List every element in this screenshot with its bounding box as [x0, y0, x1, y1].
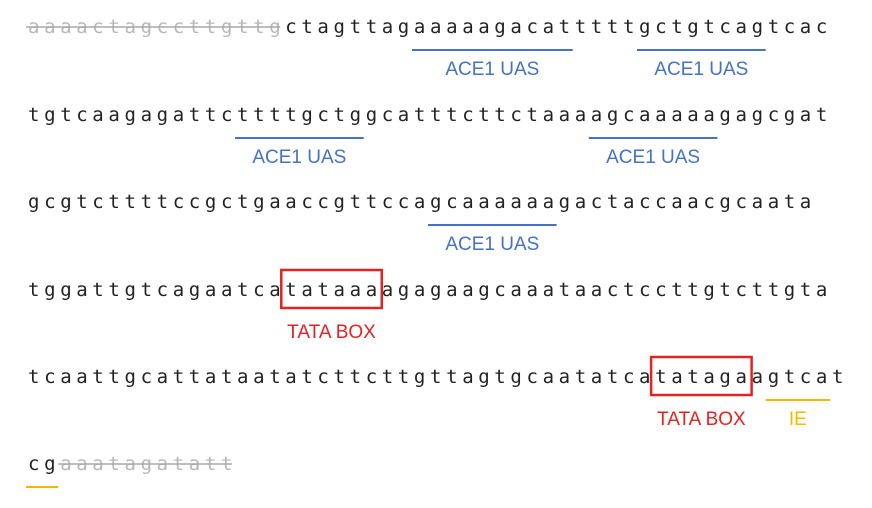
- sequence-row-3: gcgtcttttccgctgaaccgttccagcaaaaaagactacc…: [28, 191, 811, 255]
- uas-label: ACE1 UAS: [654, 59, 748, 80]
- uas-feature: ACE1 UAS: [235, 137, 364, 168]
- sequence-segment: tgtcaagagattcttttgctggcatttcttctaaaagcaa…: [28, 104, 827, 126]
- tata-feature: TATA BOX: [649, 355, 753, 430]
- uas-label: ACE1 UAS: [252, 147, 346, 168]
- ie-label: IE: [789, 409, 807, 430]
- sequence-segment: cg: [28, 453, 56, 475]
- uas-feature: ACE1 UAS: [411, 49, 573, 80]
- tata-feature: TATA BOX: [280, 268, 384, 343]
- tata-label: TATA BOX: [657, 409, 746, 430]
- tata-box-outline: [649, 355, 753, 397]
- sequence-segment: gcgtcttttccgctgaaccgttccagcaaaaaagactacc…: [28, 191, 811, 213]
- uas-label: ACE1 UAS: [445, 59, 539, 80]
- sequence-row-5: tcaattgcattataatatcttcttgttagtgcaatatcat…: [28, 355, 843, 430]
- uas-label: ACE1 UAS: [606, 147, 700, 168]
- sequence-segment: tcaattgcattataatatcttcttgttagtgcaatatcat…: [28, 366, 843, 388]
- uas-feature: ACE1 UAS: [588, 137, 718, 168]
- sequence-row-1: aaaactagccttgttg ctagttagaaaaagacatttttgc…: [26, 16, 827, 80]
- tata-box-outline: [280, 268, 384, 310]
- uas-feature: ACE1 UAS: [428, 224, 557, 255]
- sequence-segment: tggattgtcagaatcatataaaagagaagcaaataactcc…: [28, 279, 827, 301]
- ie-feature: IE: [765, 399, 830, 430]
- tata-label: TATA BOX: [287, 322, 376, 343]
- uas-label: ACE1 UAS: [445, 234, 539, 255]
- sequence-segment: ctagttagaaaaagacatttttgctgtcagtcac: [285, 16, 827, 38]
- sequence-row-2: tgtcaagagattcttttgctggcatttcttctaaaagcaa…: [28, 104, 827, 168]
- uas-feature: ACE1 UAS: [637, 49, 766, 80]
- sequence-row-4: tggattgtcagaatcatataaaagagaagcaaataactcc…: [28, 268, 827, 343]
- sequence-row-6: cg aaatagatatt: [26, 453, 232, 488]
